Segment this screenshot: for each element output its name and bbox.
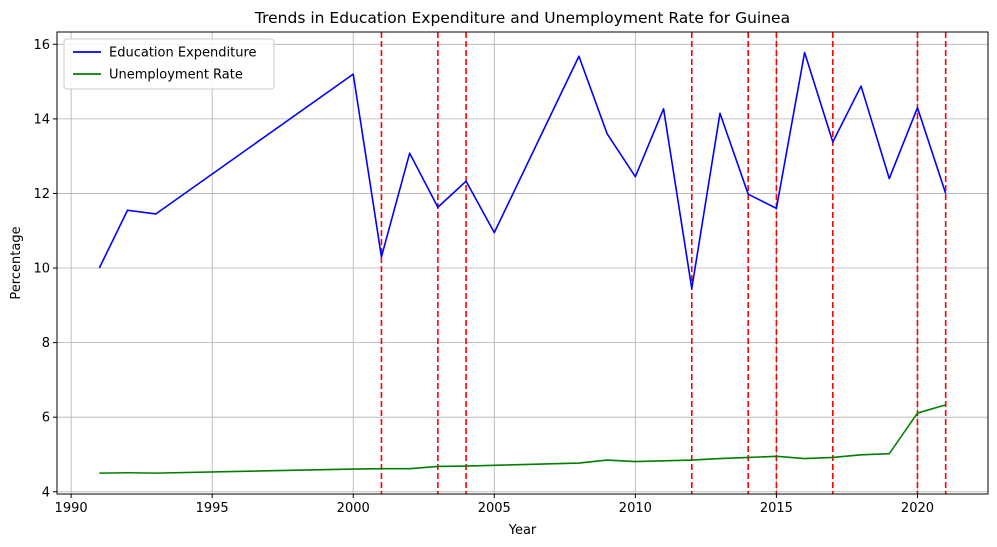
legend-entry: Unemployment Rate xyxy=(109,68,243,83)
x-tick-label: 1995 xyxy=(196,501,229,516)
legend-entry: Education Expenditure xyxy=(109,46,257,61)
y-tick-label: 10 xyxy=(33,262,50,277)
x-tick-label: 2000 xyxy=(337,501,370,516)
y-axis-label: Percentage xyxy=(9,226,24,299)
y-tick-label: 4 xyxy=(42,485,50,500)
plot-frame xyxy=(56,31,989,495)
x-tick-label: 2005 xyxy=(478,501,511,516)
x-axis-label: Year xyxy=(508,523,537,538)
x-tick-label: 1990 xyxy=(55,501,88,516)
x-tick-label: 2015 xyxy=(760,501,793,516)
y-axis-ticks: 4 6 8 10 12 14 16 xyxy=(33,38,57,500)
x-tick-label: 2020 xyxy=(901,501,934,516)
series-line-unemployment-rate xyxy=(99,404,946,474)
y-tick-label: 16 xyxy=(33,38,50,53)
x-tick-label: 2010 xyxy=(619,501,652,516)
series-lines xyxy=(98,51,947,474)
y-tick-label: 6 xyxy=(42,411,50,426)
x-axis-ticks: 1990 1995 2000 2005 2010 2015 2020 xyxy=(55,494,934,516)
legend-box xyxy=(63,38,275,90)
legend: Education Expenditure Unemployment Rate xyxy=(63,38,275,90)
chart-title: Trends in Education Expenditure and Unem… xyxy=(254,9,790,27)
y-tick-label: 14 xyxy=(33,112,50,127)
y-tick-label: 12 xyxy=(33,187,50,202)
y-tick-label: 8 xyxy=(42,336,50,351)
series-line-education-expenditure xyxy=(98,51,947,290)
